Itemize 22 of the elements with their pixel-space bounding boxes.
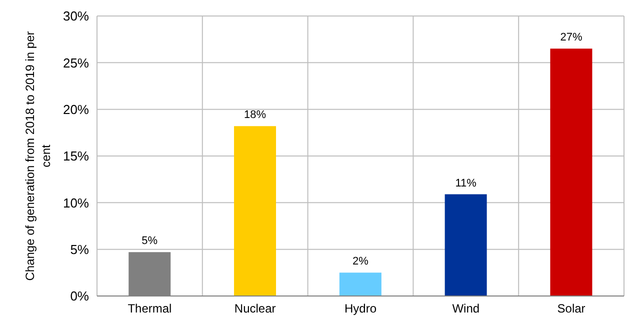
y-tick-label: 15%	[62, 148, 90, 164]
x-tick-label: Wind	[452, 302, 480, 316]
data-label: 27%	[560, 32, 582, 44]
y-tick-label: 5%	[70, 242, 90, 257]
y-tick-label: 10%	[62, 195, 90, 210]
bar	[339, 272, 382, 296]
data-label: 5%	[142, 235, 158, 248]
y-tick-label: 30%	[62, 8, 90, 24]
y-tick-label: 20%	[62, 102, 90, 117]
data-label: 18%	[244, 109, 266, 122]
bar	[234, 126, 276, 296]
y-tick-label: 0%	[70, 288, 90, 304]
x-tick-label: Nuclear	[234, 302, 276, 316]
x-tick-label: Thermal	[128, 302, 172, 316]
data-label: 2%	[352, 256, 369, 268]
y-tick-label: 25%	[62, 55, 90, 70]
bar	[550, 48, 592, 296]
x-tick-label: Hydro	[344, 302, 377, 316]
data-label: 11%	[455, 177, 477, 190]
bar	[444, 194, 487, 296]
x-tick-label: Solar	[557, 302, 586, 316]
y-axis-title: Change of generation from 2018 to 2019 in per cent	[23, 31, 53, 281]
